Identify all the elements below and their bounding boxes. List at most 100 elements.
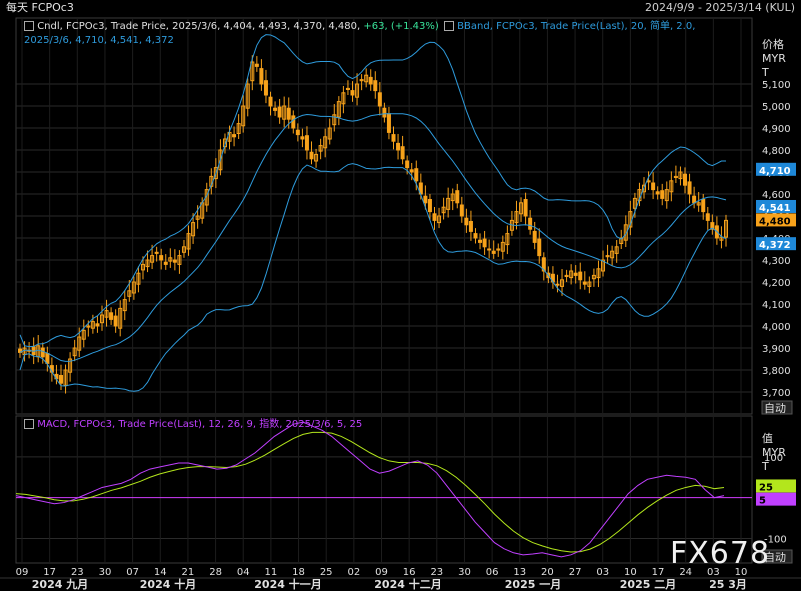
candle-body [286, 107, 291, 120]
candle-body [45, 353, 50, 364]
candle-body [154, 251, 159, 254]
candle-body [213, 167, 218, 180]
macd-auto-button-bg [761, 549, 793, 564]
x-tick-label: 17 [43, 567, 56, 578]
legend-box-icon[interactable] [24, 21, 34, 31]
window-titlebar: 每天 FCPOc3 2024/9/9 - 2025/3/14 (KUL) [0, 0, 801, 16]
x-tick-label: 28 [209, 567, 222, 578]
candle-body [382, 107, 387, 118]
bband-lower-line [19, 163, 727, 392]
candle-body [523, 199, 528, 217]
legend-box-icon[interactable] [443, 21, 454, 31]
x-tick-label: 06 [486, 567, 499, 578]
candle-body [368, 76, 373, 85]
legend-box-icon[interactable] [24, 419, 34, 429]
candle-body [623, 224, 628, 241]
candle-body [309, 151, 314, 160]
candle-body [537, 238, 542, 257]
candle-body [109, 312, 114, 320]
x-tick-label: 11 [265, 567, 278, 578]
candle-body [245, 83, 250, 109]
x-tick-label: 07 [126, 567, 139, 578]
candle-body [478, 239, 483, 243]
candle-body [386, 113, 391, 133]
candle-body [259, 68, 264, 85]
candle-body [405, 160, 410, 169]
price-tick-label: 3,800 [762, 366, 791, 377]
candle-body [122, 299, 127, 312]
candle-legend-text: Cndl, FCPOc3, Trade Price, 2025/3/6, 4,4… [37, 21, 361, 32]
candle-body [350, 90, 355, 96]
candle-body [505, 233, 510, 246]
candle-body [464, 217, 469, 226]
candle-body [95, 323, 100, 327]
candle-body [487, 248, 492, 251]
candle-body [250, 61, 255, 82]
badge-bband-upper: 4,710 [759, 166, 791, 177]
candle-body [300, 136, 305, 140]
candle-body [696, 202, 701, 206]
badge-bband-middle: 4,541 [759, 203, 791, 214]
x-tick-label: 16 [403, 567, 416, 578]
candle-body [651, 182, 656, 191]
candle-body [63, 369, 68, 386]
candle-body [414, 168, 419, 182]
candle-body [355, 83, 360, 98]
price-tick-label: 4,000 [762, 322, 791, 333]
candle-body [373, 80, 378, 92]
candle-body [673, 175, 678, 178]
price-tick-label: 4,600 [762, 190, 791, 201]
candle-body [642, 184, 647, 193]
candle-body [541, 257, 546, 272]
candle-body [58, 375, 63, 384]
x-tick-label: 09 [375, 567, 388, 578]
watermark: FX678 [670, 536, 771, 571]
candle-body [40, 347, 45, 358]
candle-body [591, 274, 596, 280]
candle-body [177, 255, 182, 265]
date-range: 2024/9/9 - 2025/3/14 (KUL) [645, 1, 795, 14]
candle-body [500, 241, 505, 252]
price-tick-label: 4,100 [762, 300, 791, 311]
price-axis-title: 价格 [762, 37, 784, 51]
badge-bband-upper-bg [756, 162, 796, 176]
candle-legend: Cndl, FCPOc3, Trade Price, 2025/3/6, 4,4… [24, 20, 695, 34]
bband-legend-text: BBand, FCPOc3, Trade Price(Last), 20, 简单… [457, 21, 696, 32]
x-tick-label: 21 [182, 567, 195, 578]
candle-body [68, 358, 73, 373]
x-month-label: 2024 十一月 [254, 577, 321, 591]
candle-body [514, 211, 519, 224]
candle-body [669, 180, 674, 193]
x-tick-label: 30 [458, 567, 471, 578]
x-tick-label: 09 [16, 567, 29, 578]
badge-bband-lower-bg [756, 237, 796, 251]
macd-panel-frame [15, 415, 753, 564]
candle-body [323, 136, 328, 149]
candle-body [692, 195, 697, 204]
macd-tick-label: -100 [764, 535, 787, 546]
candle-body [705, 213, 710, 221]
candle-body [236, 123, 241, 134]
candle-body [473, 233, 478, 239]
candle-body [582, 281, 587, 285]
candle-body [218, 149, 223, 171]
candle-body [282, 105, 287, 120]
x-tick-label: 03 [707, 567, 720, 578]
bband-upper-line [19, 34, 727, 348]
candle-body [687, 181, 692, 195]
candle-body [400, 146, 405, 160]
price-tick-label: 4,800 [762, 146, 791, 157]
x-tick-label: 18 [292, 567, 305, 578]
price-axis-title: MYR [762, 52, 786, 65]
badge-signal: 25 [759, 482, 773, 493]
x-month-label: 25 3月 [709, 578, 747, 591]
badge-bband-lower: 4,372 [759, 240, 791, 251]
candle-body [341, 92, 346, 105]
candle-body [186, 233, 191, 250]
candle-body [127, 290, 132, 297]
candle-body [291, 115, 296, 129]
candle-body [268, 96, 273, 107]
candle-body [90, 321, 95, 329]
x-tick-label: 27 [569, 567, 582, 578]
